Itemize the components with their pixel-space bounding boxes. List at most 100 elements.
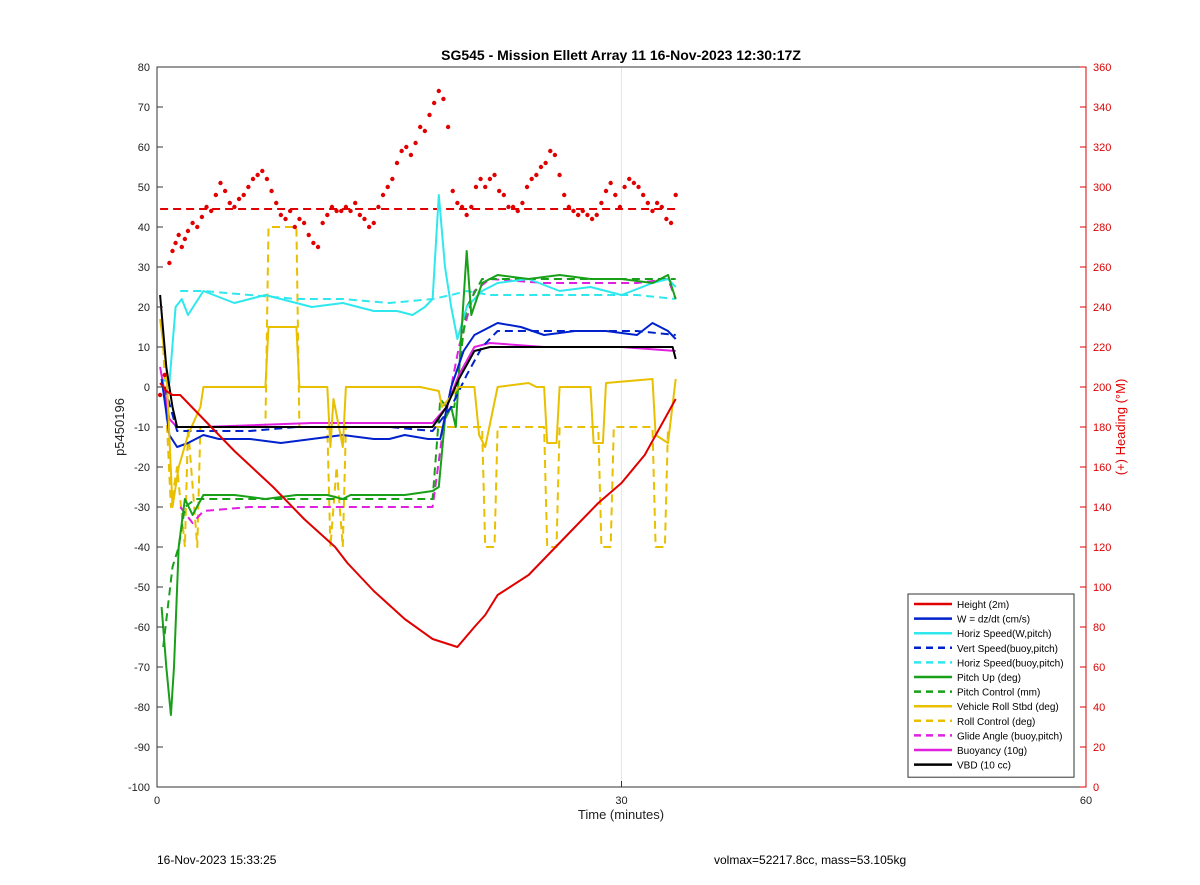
y-axis-label: p5450196 bbox=[112, 398, 127, 456]
legend-entry: Pitch Control (mm) bbox=[957, 688, 1040, 699]
heading-point bbox=[334, 208, 339, 214]
heading-point bbox=[376, 204, 381, 210]
heading-point bbox=[627, 176, 632, 182]
y2-tick-label: 280 bbox=[1093, 222, 1111, 234]
heading-point bbox=[529, 176, 534, 182]
footer-timestamp: 16-Nov-2023 15:33:25 bbox=[157, 853, 277, 867]
series-line-vbd-10-cc bbox=[159, 294, 677, 428]
y2-tick-label: 0 bbox=[1093, 782, 1099, 794]
y-tick-label: 0 bbox=[144, 382, 150, 394]
y2-tick-label: 160 bbox=[1093, 462, 1111, 474]
y-tick-label: 10 bbox=[138, 342, 150, 354]
legend-entry: Glide Angle (buoy,pitch) bbox=[957, 731, 1062, 742]
heading-point bbox=[390, 176, 395, 182]
heading-point bbox=[366, 224, 372, 230]
heading-point bbox=[236, 196, 242, 202]
heading-point bbox=[185, 228, 191, 234]
heading-point bbox=[325, 212, 330, 218]
y-tick-label: 40 bbox=[138, 222, 150, 234]
x-tick-label: 30 bbox=[615, 795, 627, 807]
heading-point bbox=[459, 204, 465, 210]
heading-point bbox=[246, 184, 251, 190]
heading-point bbox=[422, 128, 428, 134]
heading-point bbox=[552, 152, 558, 158]
heading-point bbox=[566, 204, 572, 210]
heading-point bbox=[269, 188, 274, 194]
heading-point bbox=[260, 168, 265, 174]
y-tick-label: -40 bbox=[134, 542, 150, 554]
y-tick-label: -20 bbox=[134, 462, 150, 474]
y2-tick-label: 320 bbox=[1093, 142, 1111, 154]
heading-point bbox=[190, 220, 195, 226]
heading-point bbox=[204, 204, 209, 210]
y-axis-left: -100-90-80-70-60-50-40-30-20-10010203040… bbox=[128, 62, 163, 794]
heading-point bbox=[659, 204, 664, 210]
heading-point bbox=[589, 216, 595, 222]
series-line-vert-speed-buoy-pitch bbox=[163, 330, 676, 432]
legend-box bbox=[907, 593, 1075, 778]
y-tick-label: -50 bbox=[134, 582, 150, 594]
heading-point bbox=[585, 212, 590, 218]
heading-point bbox=[348, 208, 353, 214]
heading-point bbox=[594, 212, 599, 218]
series-layer bbox=[157, 88, 678, 716]
heading-point bbox=[557, 172, 562, 178]
heading-point bbox=[483, 184, 488, 190]
legend-entry: Roll Control (deg) bbox=[957, 717, 1035, 728]
heading-point bbox=[274, 200, 279, 206]
y2-tick-label: 220 bbox=[1093, 342, 1111, 354]
heading-point bbox=[640, 192, 646, 198]
heading-point bbox=[631, 180, 637, 186]
heading-point bbox=[575, 212, 581, 218]
heading-point bbox=[413, 140, 418, 146]
heading-point bbox=[311, 240, 316, 246]
heading-point bbox=[654, 200, 660, 206]
heading-point bbox=[255, 172, 260, 178]
heading-point bbox=[617, 204, 623, 210]
y2-tick-label: 80 bbox=[1093, 622, 1105, 634]
chart-title: SG545 - Mission Ellett Array 11 16-Nov-2… bbox=[441, 47, 801, 63]
heading-point bbox=[441, 96, 446, 102]
y-tick-label: -30 bbox=[134, 502, 150, 514]
heading-point bbox=[170, 248, 175, 254]
heading-point bbox=[195, 224, 200, 230]
y2-tick-label: 20 bbox=[1093, 742, 1105, 754]
y2-tick-label: 100 bbox=[1093, 582, 1111, 594]
heading-point bbox=[622, 184, 627, 190]
heading-point bbox=[394, 160, 400, 166]
y-tick-label: 80 bbox=[138, 62, 150, 74]
heading-point bbox=[329, 204, 335, 210]
heading-point bbox=[562, 192, 567, 198]
heading-point bbox=[636, 184, 641, 190]
heading-point bbox=[520, 200, 525, 206]
heading-point bbox=[241, 192, 246, 198]
heading-point bbox=[380, 192, 386, 198]
heading-point bbox=[287, 208, 293, 214]
heading-point bbox=[320, 220, 325, 226]
heading-point bbox=[538, 164, 544, 170]
heading-point bbox=[524, 184, 530, 190]
heading-point bbox=[157, 392, 163, 398]
heading-point bbox=[283, 216, 288, 222]
legend: Height (2m) W = dz/dt (cm/s) Horiz Speed(W… bbox=[907, 593, 1075, 778]
heading-point bbox=[431, 100, 437, 106]
heading-point bbox=[473, 184, 479, 190]
heading-point bbox=[176, 232, 181, 238]
heading-point bbox=[478, 176, 483, 182]
heading-point bbox=[306, 232, 311, 238]
heading-point bbox=[208, 208, 214, 214]
y-tick-label: -70 bbox=[134, 662, 150, 674]
heading-point bbox=[668, 220, 674, 226]
heading-point bbox=[492, 172, 497, 178]
heading-point bbox=[664, 216, 669, 222]
heading-point bbox=[404, 144, 409, 150]
y-tick-label: -100 bbox=[128, 782, 150, 794]
heading-point bbox=[608, 180, 613, 186]
heading-point bbox=[464, 212, 469, 218]
legend-entry: Height (2m) bbox=[957, 600, 1009, 611]
heading-point bbox=[162, 372, 167, 378]
heading-point bbox=[297, 216, 302, 222]
heading-point bbox=[580, 208, 585, 214]
x-axis: 0 30 60 bbox=[154, 781, 1092, 807]
